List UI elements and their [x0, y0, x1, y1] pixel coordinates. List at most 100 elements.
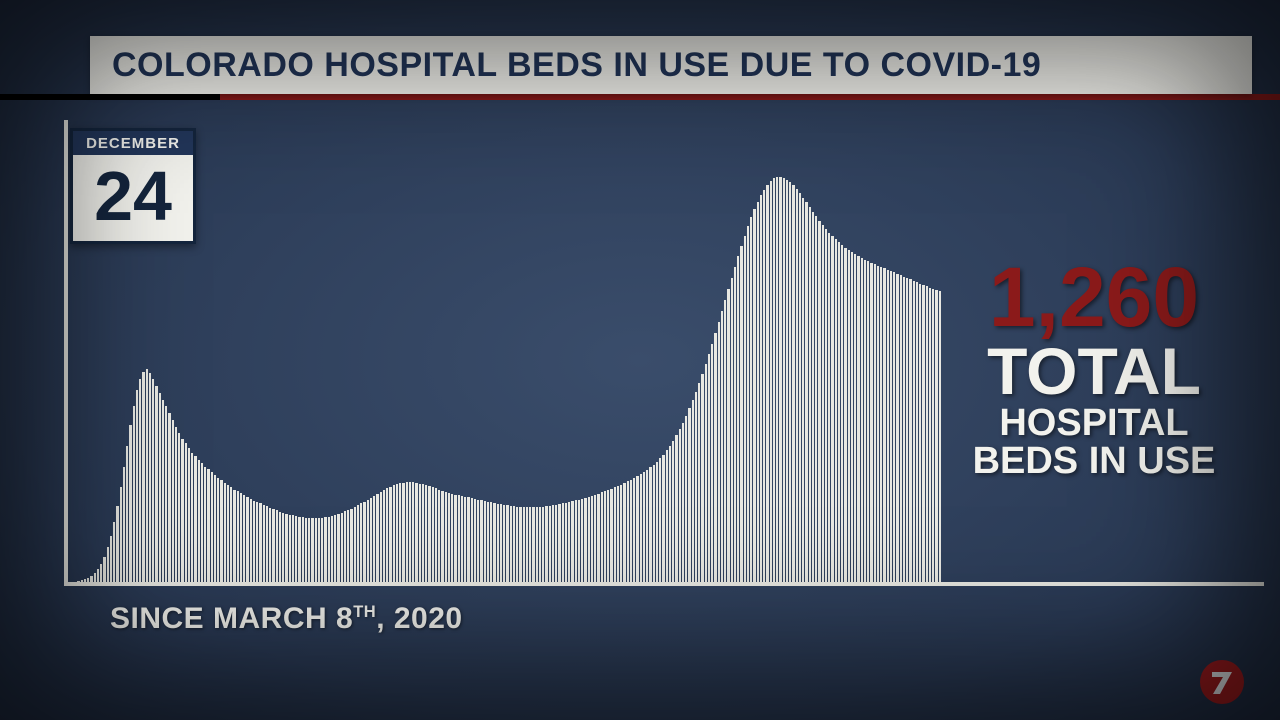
bar	[783, 178, 785, 582]
bar	[581, 499, 583, 582]
bar	[841, 245, 843, 582]
bar	[594, 495, 596, 582]
bar	[419, 484, 421, 582]
bar	[503, 505, 505, 582]
bar	[640, 474, 642, 582]
bar	[194, 456, 196, 582]
bar	[604, 491, 606, 582]
bar	[659, 458, 661, 582]
bar	[350, 509, 352, 582]
bar	[445, 492, 447, 582]
bar	[510, 506, 512, 582]
bar	[334, 515, 336, 582]
station-logo	[1186, 658, 1258, 706]
bar	[692, 400, 694, 582]
bar	[243, 495, 245, 582]
bar	[900, 275, 902, 582]
bar	[643, 472, 645, 582]
bar	[500, 504, 502, 582]
bar	[679, 429, 681, 582]
bar	[237, 491, 239, 582]
bar	[708, 354, 710, 582]
bar	[799, 193, 801, 582]
bar	[435, 488, 437, 582]
since-ordinal: TH	[353, 603, 376, 621]
bar	[763, 190, 765, 582]
bar	[308, 518, 310, 582]
bar	[536, 507, 538, 582]
bar	[916, 282, 918, 582]
bar	[636, 476, 638, 582]
bar	[81, 580, 83, 582]
bar	[565, 503, 567, 582]
bar	[493, 503, 495, 582]
bar	[867, 261, 869, 582]
x-axis	[64, 582, 1264, 586]
bar	[295, 516, 297, 582]
bar	[922, 285, 924, 582]
bar	[835, 239, 837, 582]
bar	[607, 490, 609, 582]
bar	[529, 507, 531, 582]
bar	[107, 547, 109, 582]
bar	[415, 483, 417, 582]
bar	[854, 254, 856, 582]
bar	[116, 506, 118, 582]
bar	[627, 481, 629, 582]
bar	[458, 495, 460, 582]
bar	[711, 344, 713, 582]
bar	[298, 517, 300, 582]
bar	[812, 212, 814, 582]
bar	[773, 178, 775, 582]
bar	[165, 406, 167, 582]
bar	[149, 373, 151, 582]
since-prefix: SINCE MARCH 8	[110, 602, 353, 635]
bar	[412, 482, 414, 582]
callout-number: 1,260	[954, 260, 1234, 336]
bar	[97, 569, 99, 582]
bar	[324, 517, 326, 582]
bar	[893, 272, 895, 582]
bar	[779, 177, 781, 582]
bar	[318, 518, 320, 582]
bar	[861, 258, 863, 582]
page-title: COLORADO HOSPITAL BEDS IN USE DUE TO COV…	[112, 46, 1041, 85]
bar	[240, 493, 242, 582]
bar	[461, 496, 463, 582]
bar	[698, 383, 700, 582]
bar	[292, 515, 294, 582]
bar	[857, 256, 859, 582]
bar	[464, 497, 466, 582]
bar	[571, 501, 573, 582]
bar	[477, 500, 479, 582]
bar	[656, 462, 658, 582]
callout-hospital: HOSPITAL	[954, 404, 1234, 442]
bar	[311, 518, 313, 582]
bar	[396, 484, 398, 582]
bar	[328, 517, 330, 582]
bar	[617, 486, 619, 582]
bar	[185, 443, 187, 582]
bar	[701, 374, 703, 582]
bar	[360, 503, 362, 582]
bar	[250, 499, 252, 582]
bar	[110, 536, 112, 582]
bar	[136, 390, 138, 582]
bar	[610, 489, 612, 582]
bar	[747, 226, 749, 582]
bar	[822, 225, 824, 582]
bar	[633, 478, 635, 582]
bar-container	[74, 120, 942, 582]
bar	[669, 446, 671, 582]
bar	[269, 508, 271, 582]
bar	[146, 369, 148, 582]
bar	[542, 507, 544, 582]
bar	[828, 233, 830, 583]
bar	[370, 498, 372, 582]
bar	[357, 505, 359, 582]
bar	[685, 416, 687, 582]
bar	[178, 433, 180, 582]
bar	[354, 507, 356, 582]
bar	[172, 420, 174, 582]
bar	[513, 506, 515, 582]
